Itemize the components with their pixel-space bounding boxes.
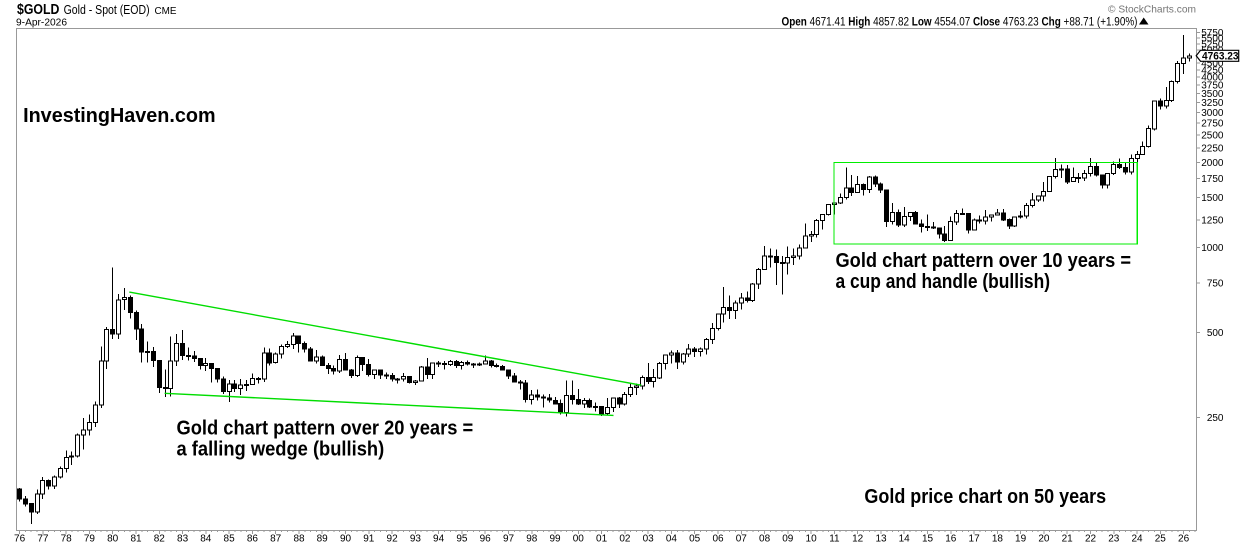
svg-text:14: 14	[899, 534, 911, 545]
svg-text:5500: 5500	[1201, 34, 1224, 45]
svg-text:3000: 3000	[1201, 108, 1224, 119]
svg-text:91: 91	[363, 534, 375, 545]
svg-text:79: 79	[84, 534, 96, 545]
svg-text:95: 95	[456, 534, 468, 545]
svg-text:97: 97	[503, 534, 515, 545]
svg-text:20: 20	[1038, 534, 1050, 545]
svg-text:01: 01	[596, 534, 608, 545]
svg-text:4500: 4500	[1201, 58, 1224, 69]
svg-text:92: 92	[387, 534, 399, 545]
svg-text:5250: 5250	[1201, 39, 1224, 50]
svg-text:5750: 5750	[1201, 28, 1224, 39]
svg-text:06: 06	[712, 534, 724, 545]
svg-text:76: 76	[14, 534, 26, 545]
svg-text:85: 85	[224, 534, 236, 545]
svg-text:CME: CME	[155, 5, 177, 17]
svg-text:90: 90	[340, 534, 352, 545]
svg-text:3500: 3500	[1201, 89, 1224, 100]
svg-text:2500: 2500	[1201, 130, 1224, 141]
svg-text:Gold - Spot (EOD): Gold - Spot (EOD)	[64, 3, 150, 17]
svg-text:22: 22	[1085, 534, 1097, 545]
svg-text:1250: 1250	[1201, 216, 1224, 227]
svg-text:500: 500	[1207, 328, 1224, 339]
svg-text:82: 82	[154, 534, 166, 545]
svg-text:2750: 2750	[1201, 119, 1224, 130]
svg-text:87: 87	[270, 534, 282, 545]
svg-text:11: 11	[829, 534, 840, 545]
svg-text:96: 96	[480, 534, 492, 545]
svg-text:$GOLD: $GOLD	[17, 2, 59, 18]
svg-text:94: 94	[433, 534, 445, 545]
svg-text:12: 12	[852, 534, 864, 545]
svg-text:1750: 1750	[1201, 174, 1224, 185]
svg-text:21: 21	[1062, 534, 1074, 545]
svg-text:250: 250	[1207, 413, 1224, 424]
svg-text:80: 80	[107, 534, 119, 545]
svg-text:750: 750	[1207, 278, 1224, 289]
svg-text:78: 78	[61, 534, 73, 545]
svg-text:InvestingHaven.com: InvestingHaven.com	[23, 104, 216, 127]
svg-text:23: 23	[1108, 534, 1120, 545]
svg-text:86: 86	[247, 534, 259, 545]
svg-text:09: 09	[782, 534, 794, 545]
svg-text:Gold price chart on 50 years: Gold price chart on 50 years	[864, 485, 1106, 508]
svg-text:81: 81	[130, 534, 142, 545]
svg-text:3750: 3750	[1201, 81, 1224, 92]
svg-text:07: 07	[736, 534, 748, 545]
svg-text:03: 03	[643, 534, 655, 545]
svg-text:88: 88	[293, 534, 305, 545]
svg-text:77: 77	[37, 534, 49, 545]
svg-text:00: 00	[573, 534, 585, 545]
svg-text:2000: 2000	[1201, 158, 1224, 169]
svg-text:10: 10	[806, 534, 818, 545]
svg-text:Open 4671.41 High 4857.82 Low: Open 4671.41 High 4857.82 Low 4554.07 Cl…	[782, 17, 1138, 29]
svg-text:25: 25	[1155, 534, 1167, 545]
svg-text:98: 98	[526, 534, 538, 545]
svg-text:a falling wedge (bullish): a falling wedge (bullish)	[177, 437, 385, 460]
svg-text:26: 26	[1178, 534, 1190, 545]
svg-text:19: 19	[1015, 534, 1027, 545]
svg-text:1000: 1000	[1201, 243, 1224, 254]
svg-text:4250: 4250	[1201, 65, 1224, 76]
svg-text:15: 15	[922, 534, 934, 545]
svg-text:a cup and handle (bullish): a cup and handle (bullish)	[836, 270, 1051, 293]
svg-text:18: 18	[992, 534, 1004, 545]
svg-text:Gold chart pattern over 20 yea: Gold chart pattern over 20 years =	[177, 417, 474, 440]
svg-text:83: 83	[177, 534, 189, 545]
svg-text:04: 04	[666, 534, 678, 545]
svg-text:9-Apr-2026: 9-Apr-2026	[16, 18, 67, 29]
svg-text:Gold chart pattern over 10 yea: Gold chart pattern over 10 years =	[836, 249, 1132, 272]
svg-text:1500: 1500	[1201, 193, 1224, 204]
svg-text:93: 93	[410, 534, 422, 545]
svg-text:24: 24	[1131, 534, 1143, 545]
svg-text:99: 99	[549, 534, 561, 545]
svg-text:3250: 3250	[1201, 98, 1224, 109]
svg-text:17: 17	[969, 534, 981, 545]
svg-text:4763.23: 4763.23	[1202, 50, 1239, 62]
svg-text:4000: 4000	[1201, 73, 1224, 84]
svg-text:13: 13	[875, 534, 887, 545]
svg-text:2250: 2250	[1201, 143, 1224, 154]
svg-text:05: 05	[689, 534, 701, 545]
svg-text:02: 02	[619, 534, 631, 545]
svg-text:16: 16	[945, 534, 957, 545]
svg-text:08: 08	[759, 534, 771, 545]
svg-text:© StockCharts.com: © StockCharts.com	[1108, 3, 1196, 15]
svg-text:84: 84	[200, 534, 212, 545]
svg-text:89: 89	[317, 534, 329, 545]
